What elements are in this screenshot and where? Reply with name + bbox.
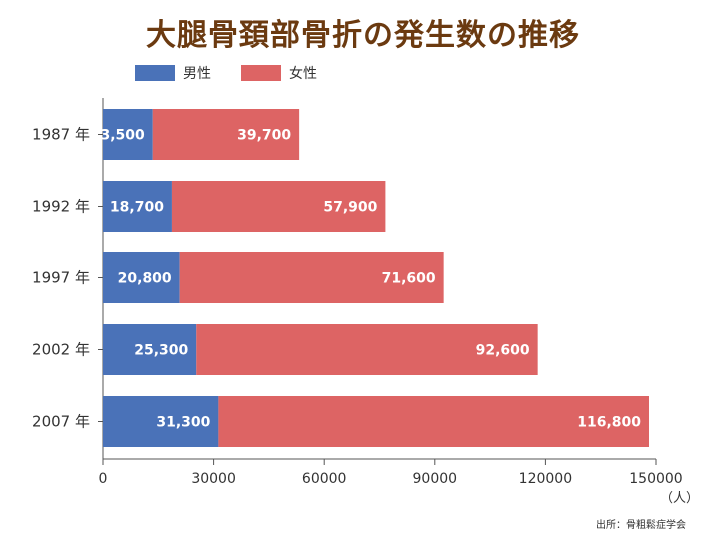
- legend-item-male: 男性: [135, 63, 211, 83]
- legend: 男性 女性: [135, 63, 347, 83]
- bar-label-female: 116,800: [577, 415, 641, 431]
- x-tick-label: 150000: [629, 471, 682, 487]
- category-label: 1992 年: [32, 198, 90, 216]
- x-tick-label: 30000: [191, 471, 236, 487]
- bar-label-female: 71,600: [382, 271, 436, 287]
- x-tick-label: 120000: [519, 471, 572, 487]
- bar-female: [218, 396, 649, 447]
- bar-male: [103, 324, 197, 375]
- legend-swatch-female: [241, 65, 281, 81]
- bar-female: [196, 324, 538, 375]
- x-tick-label: 60000: [302, 471, 347, 487]
- bar-label-female: 92,600: [476, 343, 530, 359]
- legend-label-male: 男性: [183, 66, 211, 82]
- x-tick-label: 90000: [413, 471, 458, 487]
- category-label: 1997 年: [32, 269, 90, 287]
- bar-male: [103, 396, 219, 447]
- bar-female: [152, 109, 300, 160]
- legend-label-female: 女性: [289, 66, 317, 82]
- bar-label-male: 18,700: [110, 200, 164, 216]
- x-axis-unit: （人）: [660, 491, 700, 506]
- chart-title: 大腿骨頚部骨折の発生数の推移: [146, 18, 580, 53]
- bar-male: [103, 252, 180, 303]
- x-tick-label: 0: [99, 471, 108, 487]
- legend-item-female: 女性: [241, 63, 317, 83]
- source-note: 出所：骨粗鬆症学会: [596, 520, 686, 531]
- category-label: 2002 年: [32, 341, 90, 359]
- bar-label-female: 57,900: [323, 200, 377, 216]
- category-label: 2007 年: [32, 413, 90, 431]
- bar-label-female: 39,700: [237, 128, 291, 144]
- bar-male: [103, 181, 172, 232]
- bar-label-male: 13,500: [91, 128, 145, 144]
- bar-female: [179, 252, 444, 303]
- bar-label-male: 25,300: [134, 343, 188, 359]
- bar-male: [103, 109, 153, 160]
- bar-female: [171, 181, 386, 232]
- category-label: 1987 年: [32, 126, 90, 144]
- legend-swatch-male: [135, 65, 175, 81]
- bar-label-male: 20,800: [118, 271, 172, 287]
- bar-label-male: 31,300: [156, 415, 210, 431]
